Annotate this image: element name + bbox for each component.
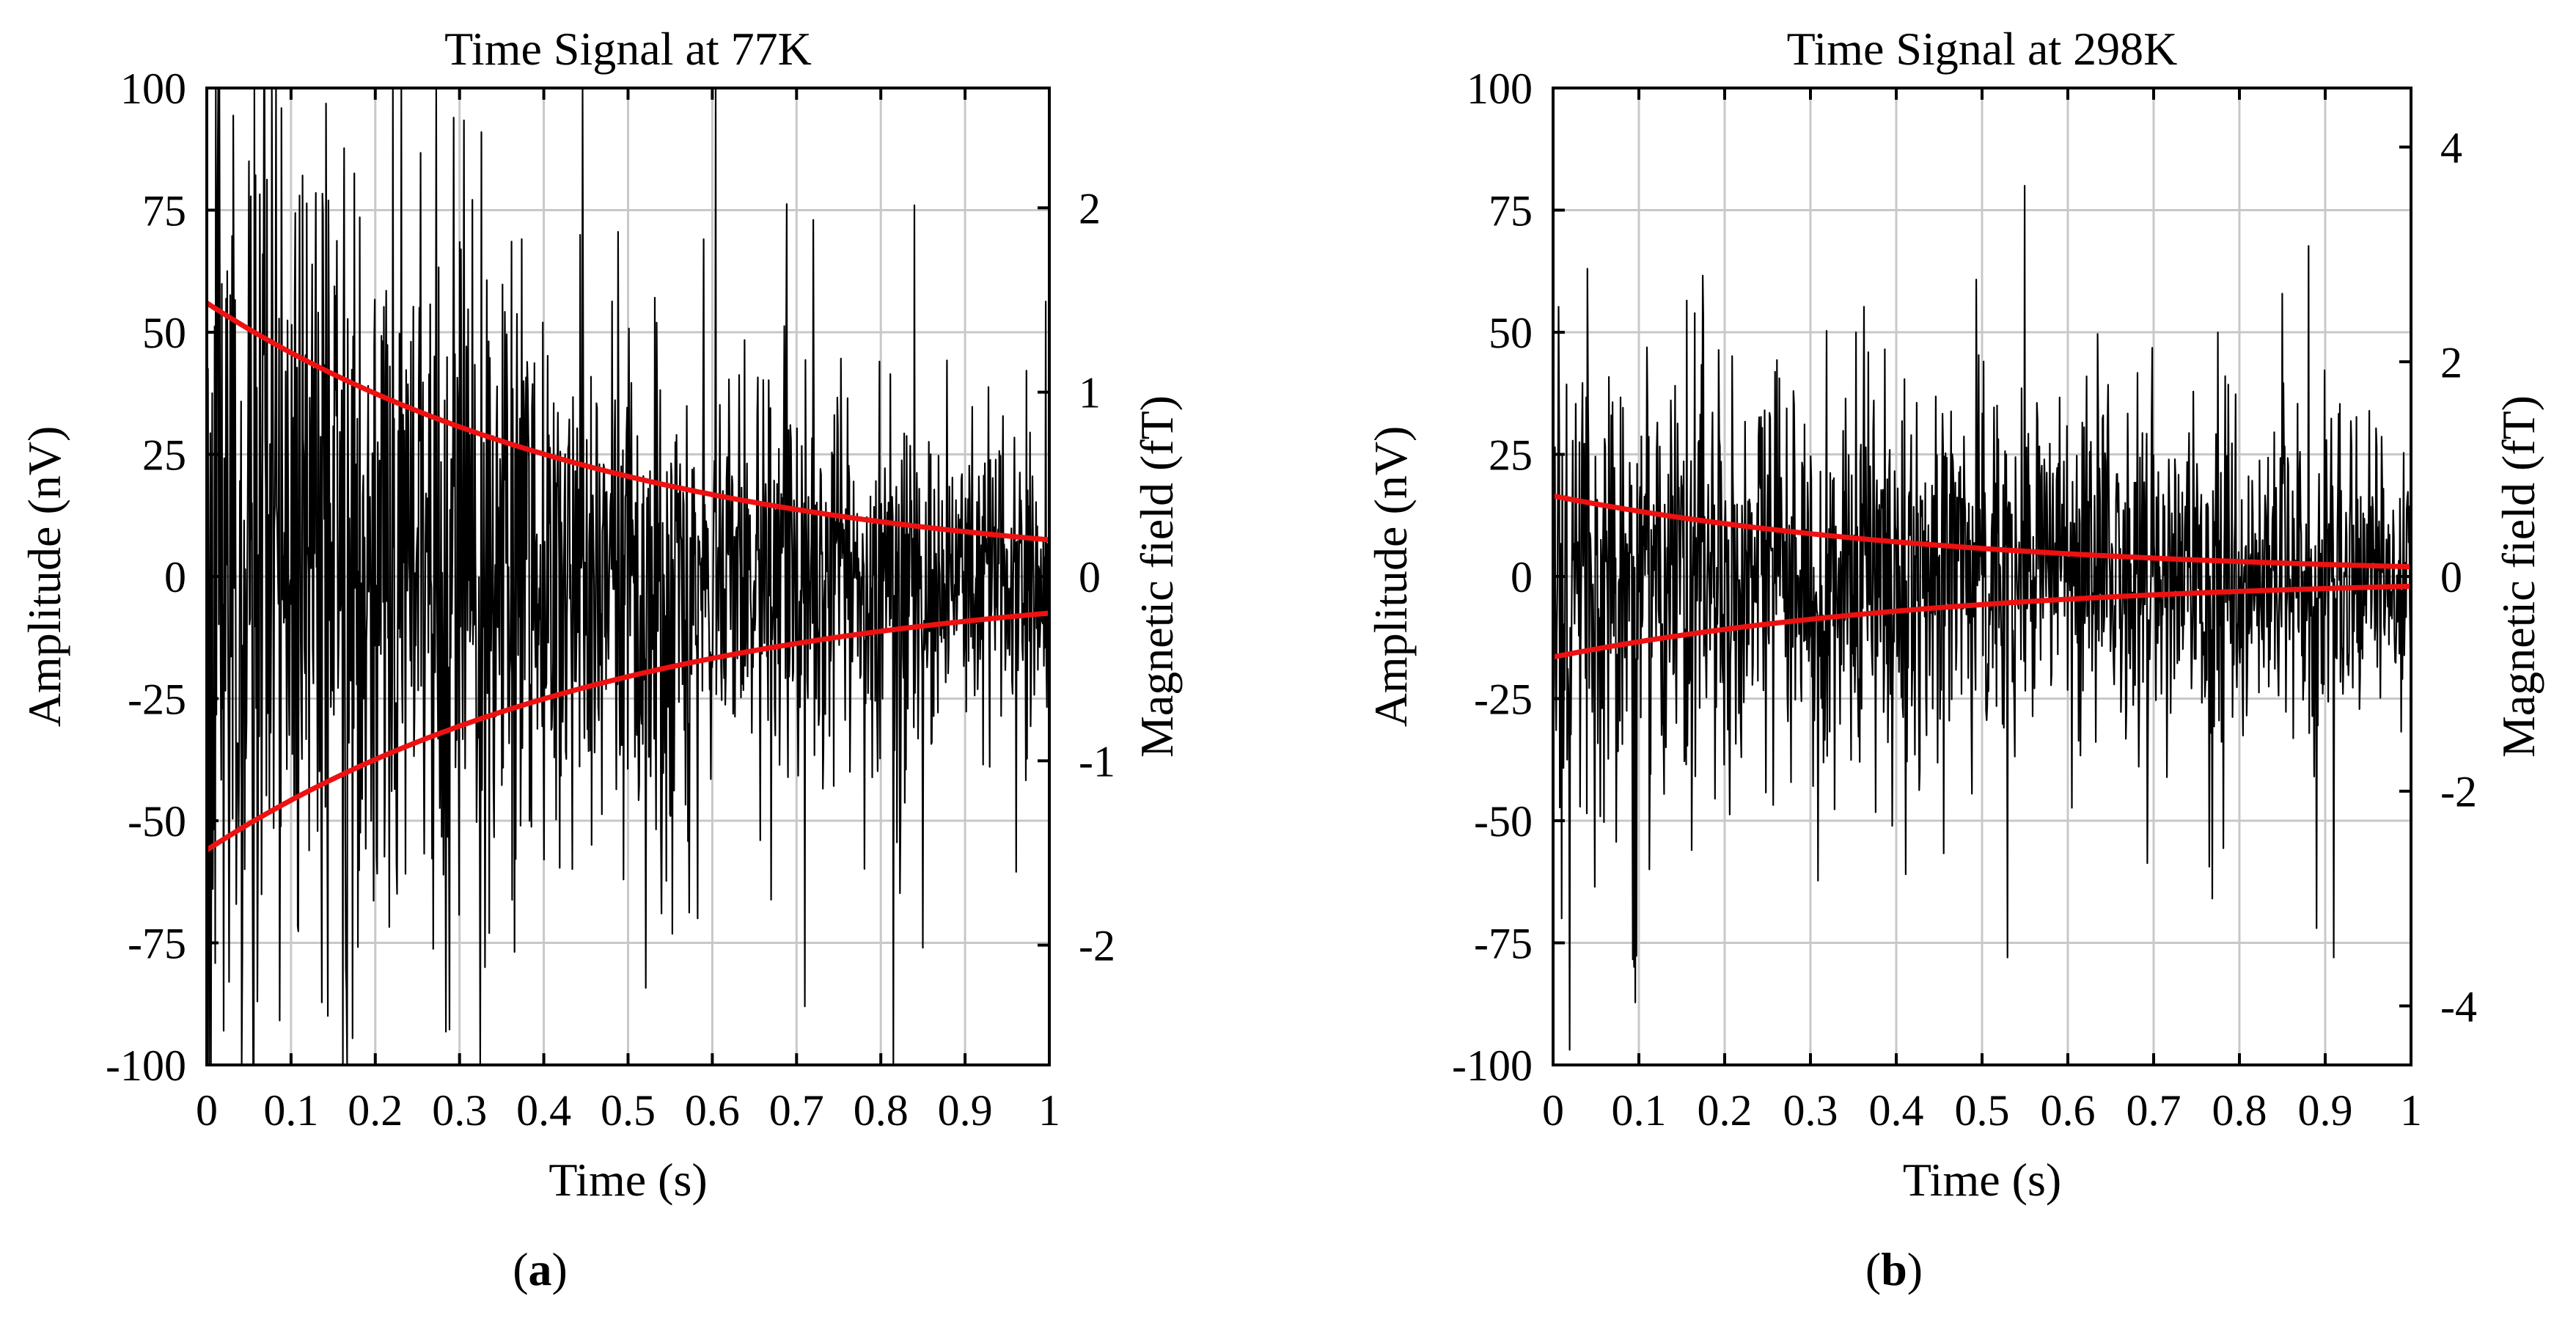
chart0-x-tick-label-8: 0.8 — [854, 1086, 909, 1135]
chart1-x-tick-label-5: 0.5 — [1955, 1086, 2010, 1135]
chart0-y2-tick-label-2: 0 — [1079, 553, 1101, 601]
chart1-x-tick-label-6: 0.6 — [2041, 1086, 2096, 1135]
chart1-panel-label-letter: b — [1881, 1243, 1907, 1295]
chart0-x-tick-label-5: 0.5 — [601, 1086, 656, 1135]
chart1-y2-tick-label-0: 4 — [2440, 124, 2462, 172]
chart0-series-0-line — [205, 87, 1051, 1066]
chart1-x-axis-label: Time (s) — [1903, 1154, 2061, 1206]
chart1-x-tick-label-2: 0.2 — [1698, 1086, 1753, 1135]
chart0-x-tick-label-9: 0.9 — [938, 1086, 993, 1135]
chart0-series-2-line — [205, 610, 1050, 852]
chart1-y2-tick-label-4: -4 — [2440, 982, 2477, 1030]
chart1-y2-tick-label-2: 0 — [2440, 553, 2462, 601]
chart0-panel-label-letter: a — [529, 1243, 552, 1295]
chart1-y-tick-label-0: 100 — [1467, 65, 1533, 113]
chart1-y-tick-label-1: 75 — [1489, 187, 1533, 235]
chart0-x-tick-label-3: 0.3 — [432, 1086, 487, 1135]
chart0-x-tick-label-2: 0.2 — [348, 1086, 403, 1135]
chart0-panel-label-open: ( — [513, 1243, 528, 1295]
chart0-y2-tick-label-1: 1 — [1079, 369, 1101, 417]
chart0-y-axis-label: Amplitude (nV) — [18, 426, 70, 728]
chart-panel-a: 0 0.1 0.2 0.3 0.4 0.5 0.6 0.7 0.8 0.9 11007550250-… — [18, 23, 1183, 1295]
chart0-title: Time Signal at 77K — [444, 23, 812, 75]
chart1-panel-label: (b) — [1865, 1243, 1923, 1295]
chart1-y-tick-label-5: -25 — [1474, 676, 1533, 724]
chart1-y-tick-label-6: -50 — [1474, 797, 1533, 846]
chart1-y2-axis-label: Magnetic field (fT) — [2492, 395, 2544, 758]
chart1-series-2-line — [1552, 583, 2412, 660]
chart0-y2-tick-label-3: -1 — [1079, 737, 1115, 786]
chart0-series-1-line — [205, 301, 1050, 543]
chart0-panel-label-close: ) — [552, 1243, 568, 1295]
chart0-y2-tick-label-0: 2 — [1079, 184, 1101, 233]
chart1-title: Time Signal at 298K — [1787, 23, 2178, 75]
chart0-y-tick-label-2: 50 — [142, 309, 186, 357]
chart0-y-tick-label-5: -25 — [128, 676, 186, 724]
chart1-x-tick-label-4: 0.4 — [1869, 1086, 1924, 1135]
chart0-y2-axis-label: Magnetic field (fT) — [1131, 395, 1183, 758]
chart1-series-0-line — [1552, 185, 2412, 1051]
chart0-x-tick-label-4: 0.4 — [516, 1086, 571, 1135]
chart0-y-tick-label-3: 25 — [142, 431, 186, 480]
chart0-y-tick-label-4: 0 — [164, 553, 186, 601]
chart0-x-tick-label-10: 1 — [1038, 1086, 1060, 1135]
chart0-x-tick-label-6: 0.6 — [685, 1086, 740, 1135]
chart0-y-tick-label-7: -75 — [128, 920, 186, 968]
chart-panel-b: 0 0.1 0.2 0.3 0.4 0.5 0.6 0.7 0.8 0.9 11007550250-… — [1365, 23, 2544, 1295]
chart1-y2-tick-label-3: -2 — [2440, 768, 2477, 816]
chart1-x-tick-label-8: 0.8 — [2212, 1086, 2267, 1135]
chart0-x-axis-label: Time (s) — [548, 1154, 707, 1206]
chart0-x-tick-label-0: 0 — [196, 1086, 218, 1135]
chart0-x-tick-label-1: 0.1 — [263, 1086, 318, 1135]
chart1-x-tick-label-3: 0.3 — [1783, 1086, 1838, 1135]
chart1-y-tick-label-7: -75 — [1474, 920, 1533, 968]
chart1-x-tick-label-1: 0.1 — [1612, 1086, 1667, 1135]
chart1-x-tick-label-10: 1 — [2400, 1086, 2422, 1135]
chart1-y-tick-label-8: -100 — [1452, 1041, 1533, 1090]
chart1-y-tick-label-4: 0 — [1511, 553, 1533, 601]
chart1-x-tick-label-7: 0.7 — [2127, 1086, 2181, 1135]
chart1-panel-label-close: ) — [1907, 1243, 1923, 1295]
chart0-panel-label: (a) — [513, 1243, 568, 1295]
chart1-y-tick-label-2: 50 — [1489, 309, 1533, 357]
chart0-y-tick-label-6: -50 — [128, 797, 186, 846]
chart0-y-tick-label-0: 100 — [120, 65, 186, 113]
chart1-y-tick-label-3: 25 — [1489, 431, 1533, 480]
chart1-panel-label-open: ( — [1865, 1243, 1881, 1295]
chart1-y2-tick-label-1: 2 — [2440, 338, 2462, 387]
chart0-y2-tick-label-4: -2 — [1079, 922, 1115, 970]
chart0-y-tick-label-1: 75 — [142, 187, 186, 235]
chart1-y-axis-label: Amplitude (nV) — [1365, 426, 1417, 728]
chart1-x-tick-label-9: 0.9 — [2298, 1086, 2353, 1135]
chart0-y-tick-label-8: -100 — [106, 1041, 186, 1090]
chart0-x-tick-label-7: 0.7 — [769, 1086, 824, 1135]
chart1-series-1-line — [1552, 493, 2412, 570]
chart1-x-tick-label-0: 0 — [1542, 1086, 1564, 1135]
